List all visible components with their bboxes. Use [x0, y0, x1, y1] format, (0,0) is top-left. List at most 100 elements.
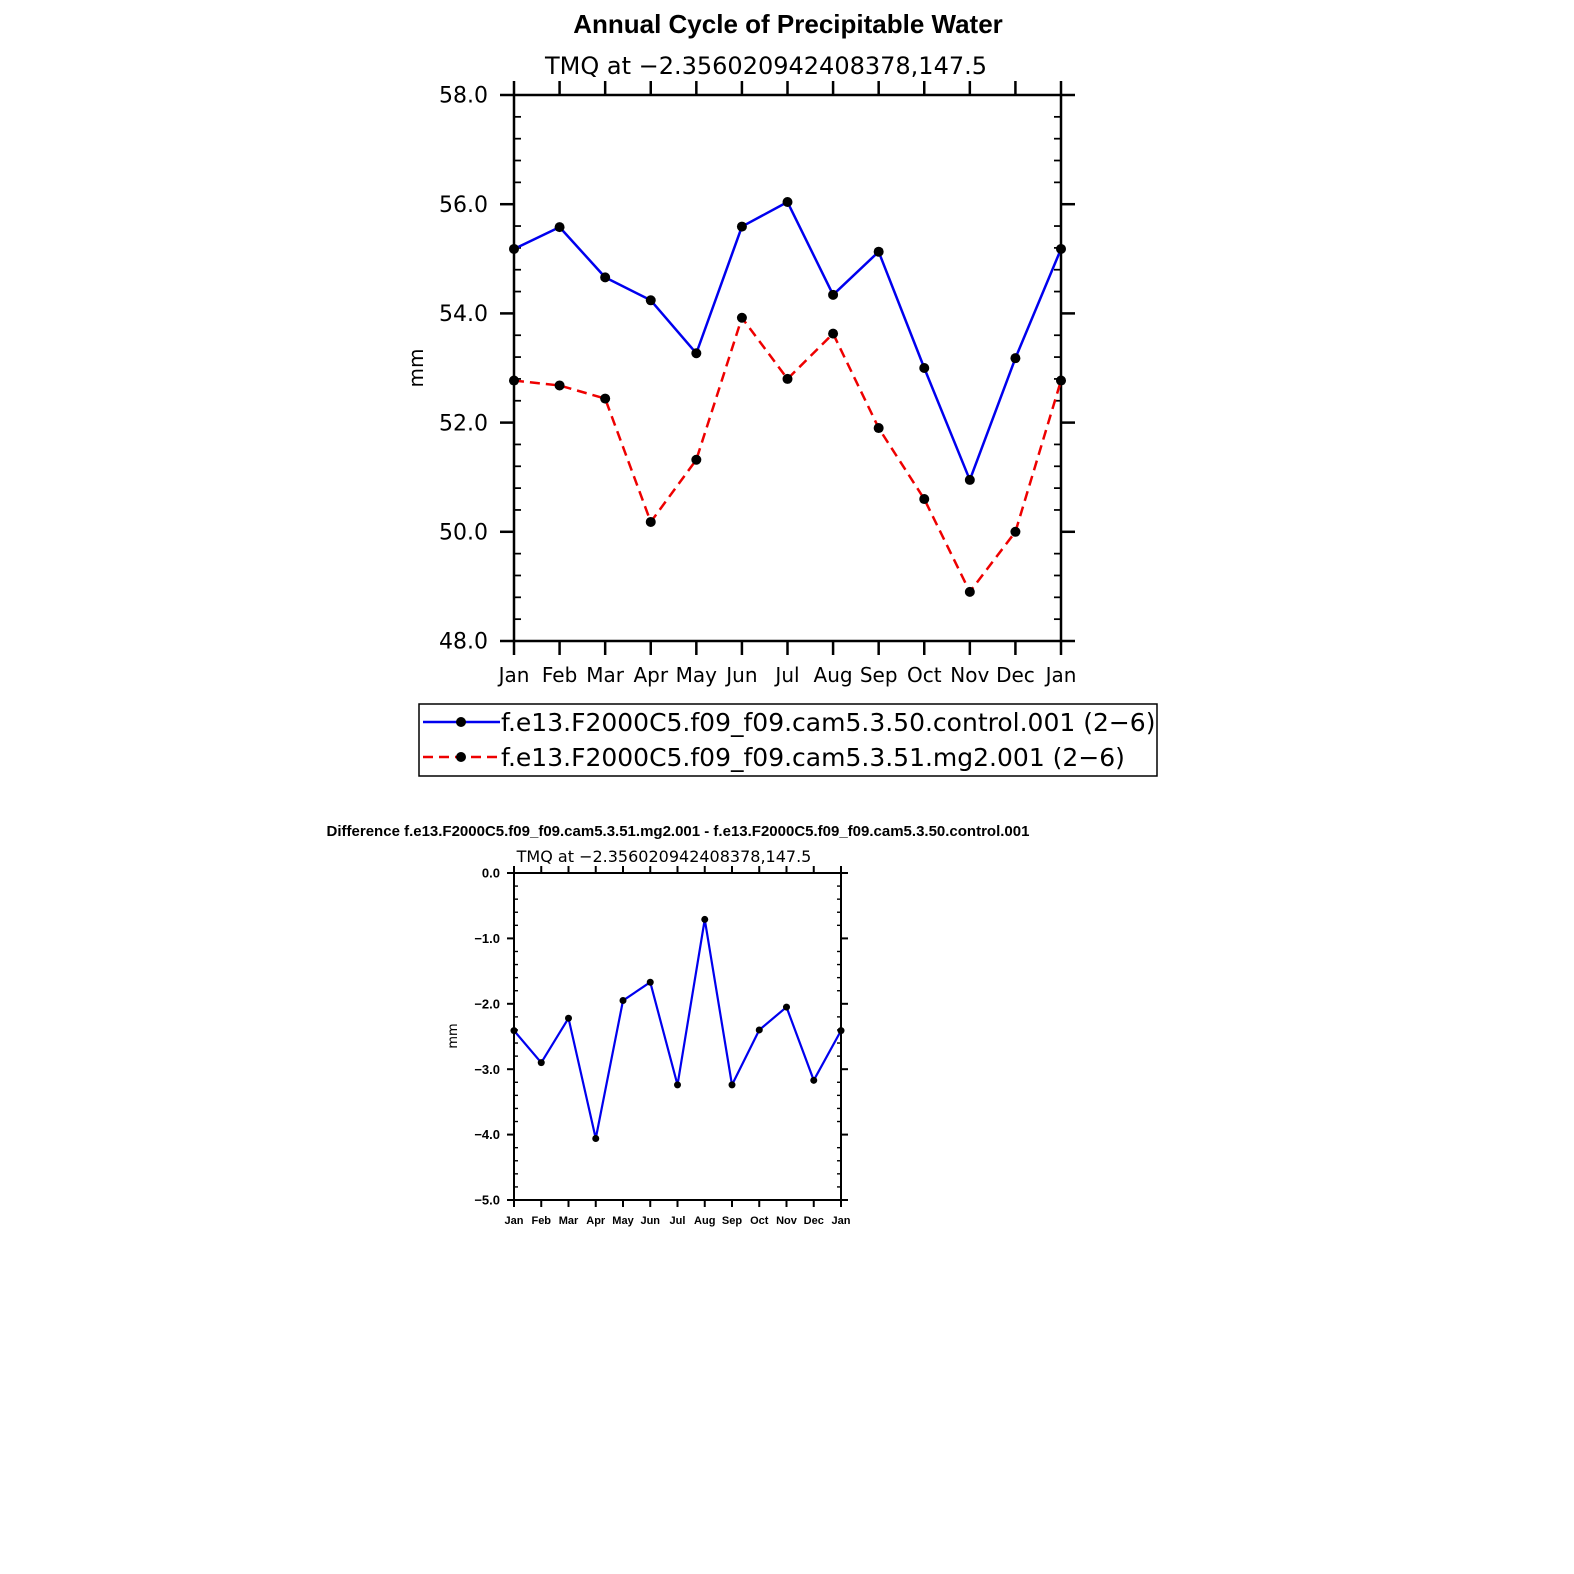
- x-tick-label: Nov: [950, 663, 989, 687]
- y-tick-label: −5.0: [474, 1193, 500, 1208]
- series-line-0: [513, 200, 1063, 482]
- data-point: [701, 915, 709, 923]
- y-tick-label: 48.0: [439, 630, 488, 655]
- data-point: [509, 243, 519, 254]
- top-chart-legend: f.e13.F2000C5.f09_f09.cam5.3.50.control.…: [418, 703, 1158, 777]
- x-tick-label: Jan: [832, 1215, 851, 1227]
- x-tick-label: Sep: [860, 663, 898, 687]
- x-tick-label: Jun: [724, 663, 757, 687]
- bottom-chart: Difference f.e13.F2000C5.f09_f09.cam5.3.…: [327, 823, 1030, 1227]
- x-tick-label: May: [612, 1215, 634, 1227]
- series-line-0: [513, 918, 842, 1140]
- data-point: [674, 1081, 681, 1089]
- data-point: [736, 221, 747, 232]
- x-tick-label: Jul: [773, 663, 799, 687]
- x-tick-label: Aug: [814, 663, 853, 687]
- data-point: [964, 586, 975, 597]
- legend-marker-mg2: [456, 752, 466, 762]
- data-point: [645, 516, 656, 527]
- x-tick-label: Jan: [497, 663, 530, 687]
- x-tick-label: Apr: [633, 663, 668, 687]
- x-tick-label: Feb: [531, 1215, 551, 1227]
- top-chart-title: Annual Cycle of Precipitable Water: [573, 9, 1003, 39]
- x-tick-label: Jul: [670, 1215, 686, 1227]
- plot-frame: [512, 93, 1063, 643]
- y-tick-label: 52.0: [439, 411, 488, 436]
- data-point: [600, 272, 611, 283]
- data-point: [646, 978, 654, 986]
- legend-label-control: f.e13.F2000C5.f09_f09.cam5.3.50.control.…: [501, 708, 1155, 737]
- x-tick-label: Feb: [542, 663, 577, 687]
- data-point: [565, 1014, 572, 1022]
- data-point: [619, 997, 627, 1005]
- x-tick-label: Oct: [750, 1215, 769, 1227]
- data-point: [873, 246, 884, 257]
- data-point: [1010, 353, 1021, 364]
- data-point: [554, 380, 565, 391]
- data-point: [873, 423, 884, 434]
- legend-marker-control: [456, 717, 466, 727]
- x-tick-label: Jan: [1044, 663, 1077, 687]
- data-point: [837, 1027, 845, 1035]
- y-tick-label: 54.0: [439, 302, 488, 327]
- data-point: [783, 1003, 790, 1011]
- x-tick-label: Mar: [559, 1215, 579, 1227]
- top-chart-subtitle: TMQ at −2.356020942408378,147.5: [544, 52, 987, 80]
- bottom-chart-title: Difference f.e13.F2000C5.f09_f09.cam5.3.…: [327, 823, 1030, 840]
- bottom-chart-axes: Jan Feb Mar Apr May Jun Jul Aug Sep Oct Nov Dec Jan−…: [474, 866, 850, 1227]
- x-tick-label: May: [676, 663, 718, 687]
- top-chart: Annual Cycle of Precipitable Water TMQ a…: [404, 9, 1076, 687]
- y-tick-label: −4.0: [474, 1127, 500, 1142]
- data-point: [1056, 243, 1066, 254]
- data-point: [736, 312, 747, 323]
- data-point: [554, 222, 565, 233]
- top-chart-series: [509, 197, 1066, 597]
- x-tick-label: Sep: [722, 1215, 742, 1227]
- y-tick-label: 58.0: [439, 84, 488, 109]
- x-tick-label: Apr: [586, 1215, 606, 1227]
- x-tick-label: Jun: [640, 1215, 660, 1227]
- data-point: [509, 375, 519, 386]
- data-point: [537, 1059, 545, 1067]
- data-point: [691, 454, 702, 465]
- data-point: [919, 363, 930, 373]
- y-tick-label: 56.0: [439, 193, 488, 218]
- data-point: [782, 197, 793, 208]
- top-chart-ylabel: mm: [404, 349, 428, 388]
- x-tick-label: Nov: [776, 1215, 798, 1227]
- data-point: [645, 295, 656, 306]
- data-point: [810, 1076, 818, 1084]
- data-point: [728, 1081, 736, 1089]
- data-point: [755, 1026, 763, 1034]
- data-point: [691, 348, 702, 359]
- x-tick-label: Oct: [907, 663, 942, 687]
- y-tick-label: −3.0: [474, 1062, 500, 1077]
- x-tick-label: Mar: [586, 663, 625, 687]
- y-tick-label: 0.0: [482, 866, 500, 881]
- bottom-chart-subtitle: TMQ at −2.356020942408378,147.5: [516, 847, 812, 866]
- data-point: [964, 474, 975, 485]
- data-point: [782, 373, 793, 384]
- data-point: [828, 289, 839, 300]
- x-tick-label: Aug: [694, 1215, 715, 1227]
- legend-label-mg2: f.e13.F2000C5.f09_f09.cam5.3.51.mg2.001 …: [501, 743, 1125, 772]
- data-point: [828, 328, 839, 339]
- data-point: [919, 494, 930, 505]
- y-tick-label: −1.0: [474, 931, 500, 946]
- x-tick-label: Dec: [804, 1215, 824, 1227]
- legend-box: [418, 703, 1158, 777]
- data-point: [1010, 526, 1021, 537]
- top-chart-axes: Jan Feb Mar Apr May Jun Jul Aug Sep Oct Nov Dec Jan 4…: [439, 81, 1076, 687]
- x-tick-label: Dec: [996, 663, 1035, 687]
- y-tick-label: −2.0: [474, 996, 500, 1011]
- y-tick-label: 50.0: [439, 521, 488, 546]
- data-point: [600, 393, 611, 404]
- data-point: [510, 1027, 518, 1035]
- bottom-chart-ylabel: mm: [446, 1023, 461, 1048]
- bottom-chart-series: [510, 915, 845, 1143]
- plot-frame: [513, 872, 842, 1201]
- x-tick-label: Jan: [505, 1215, 524, 1227]
- data-point: [592, 1135, 600, 1143]
- data-point: [1056, 375, 1066, 386]
